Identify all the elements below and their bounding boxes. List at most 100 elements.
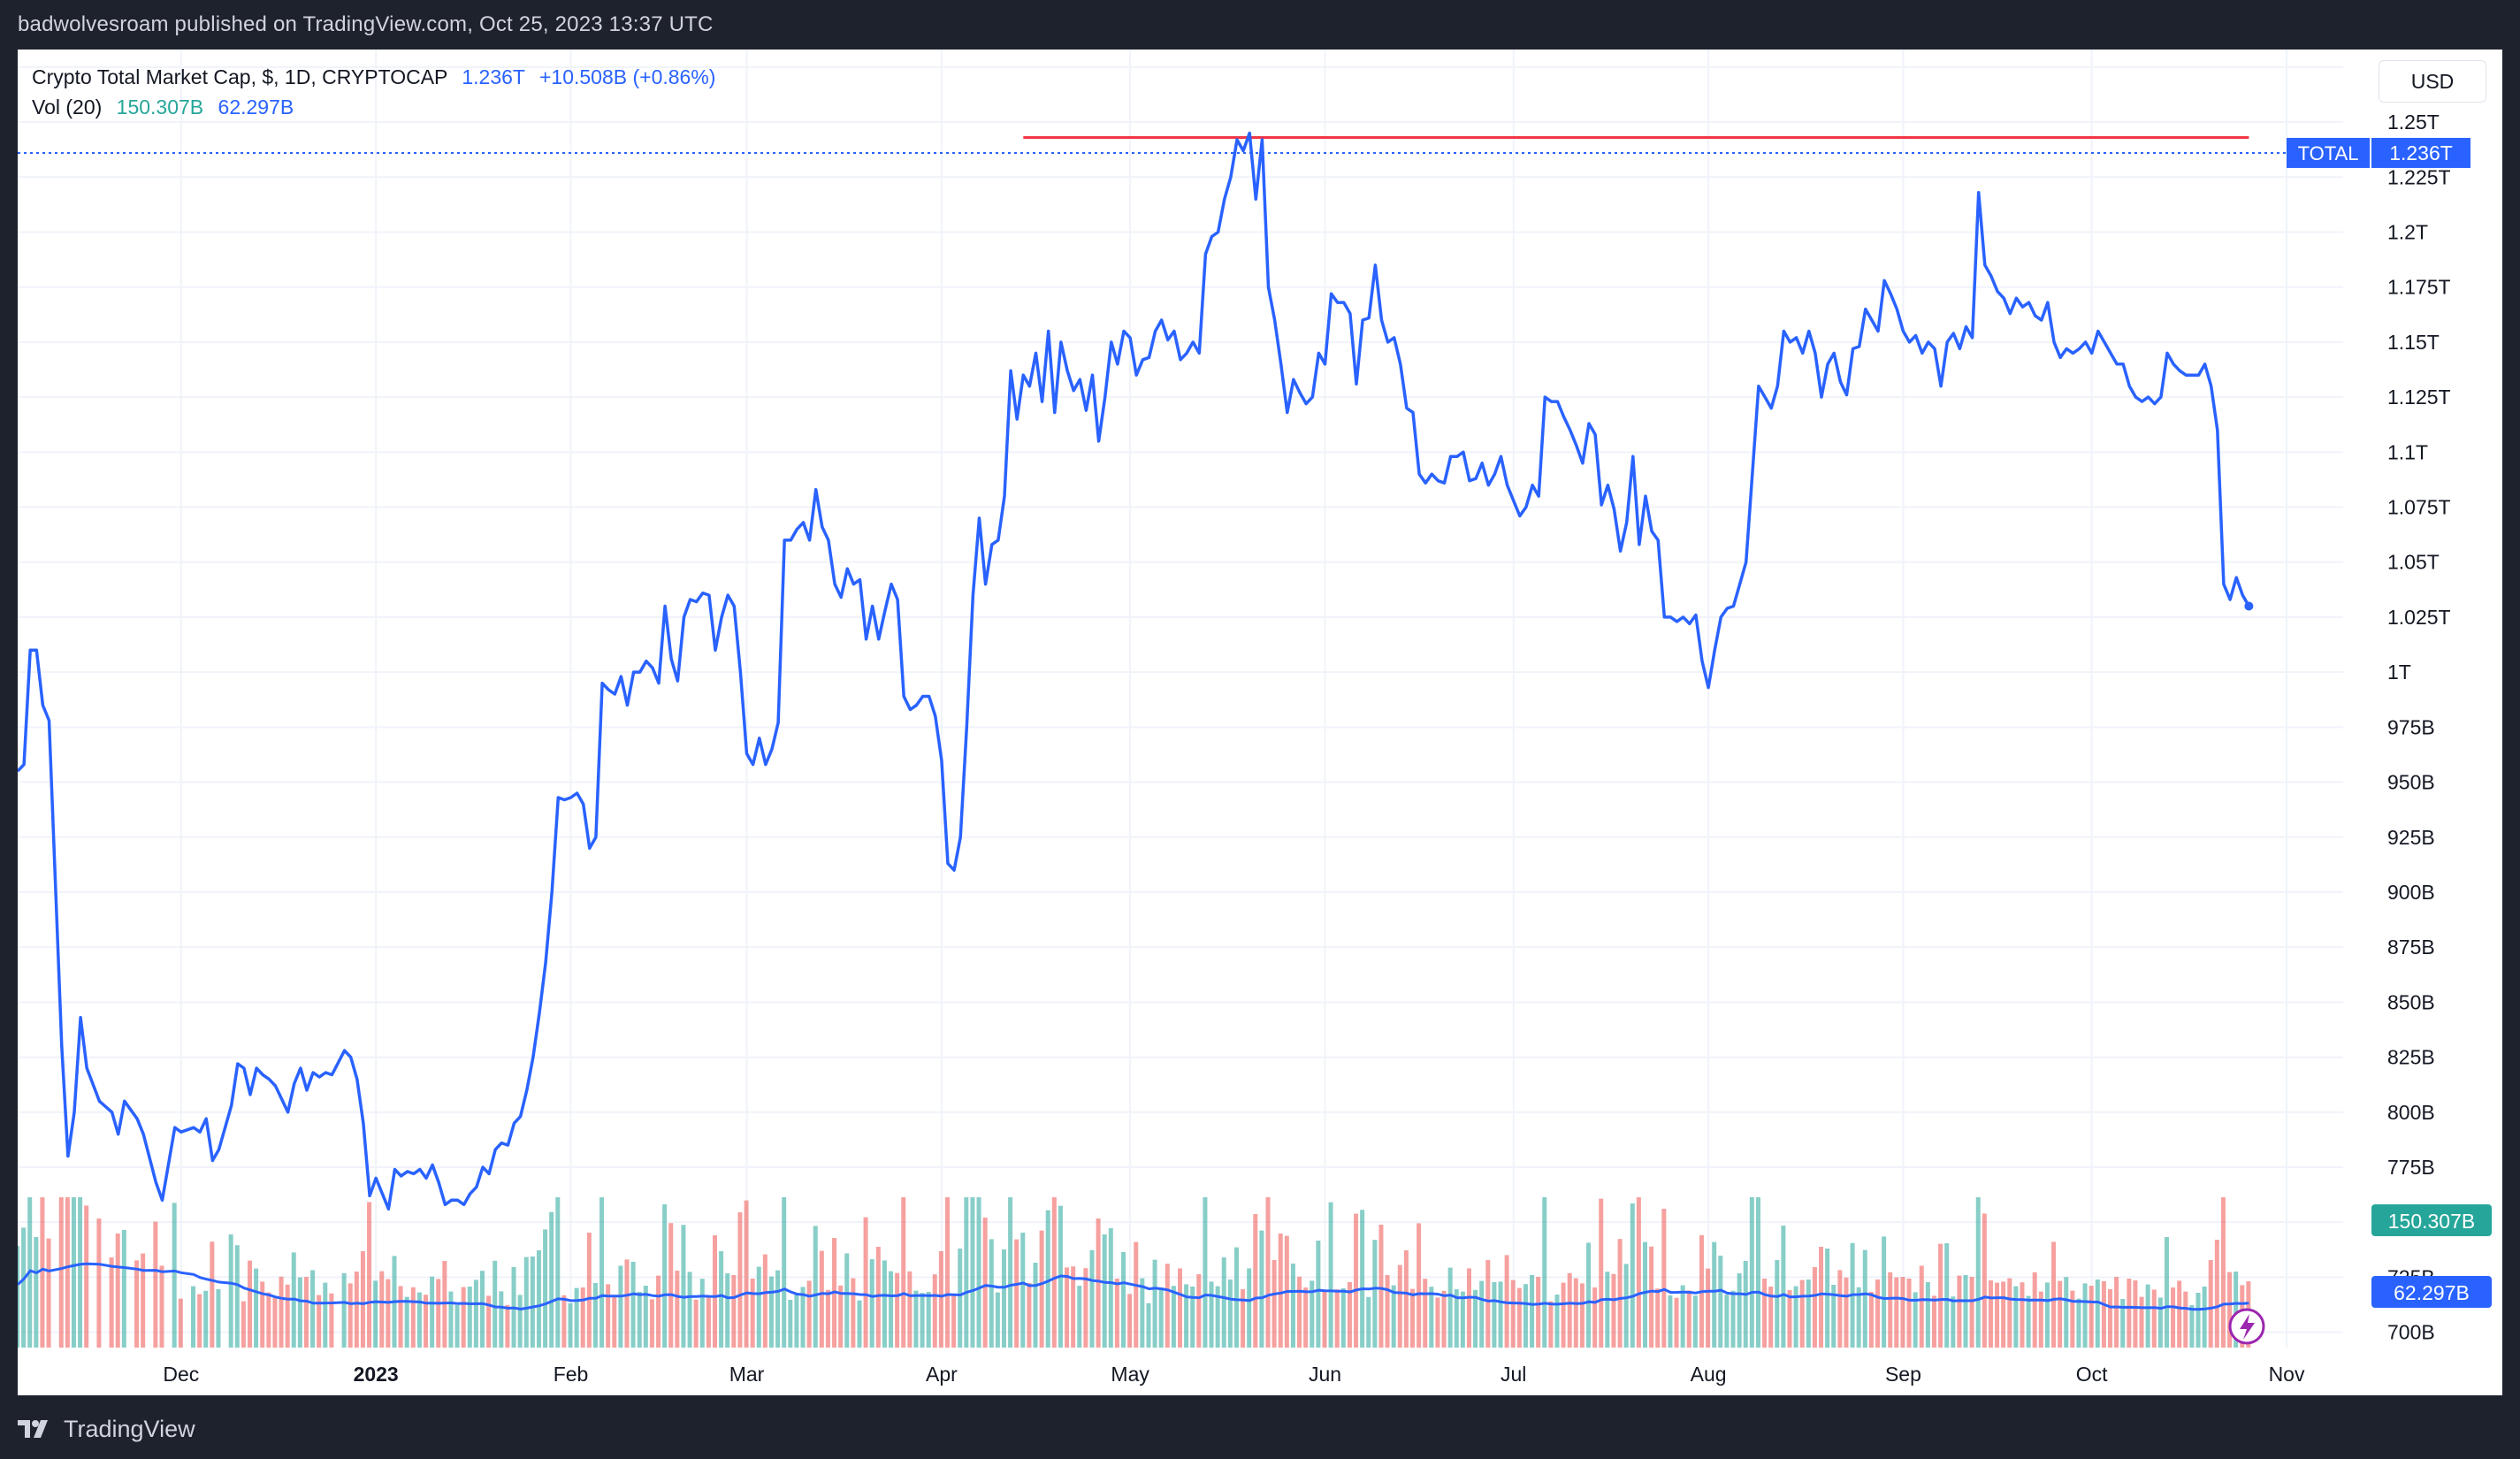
volume-bar xyxy=(1510,1279,1516,1348)
x-tick-label: Aug xyxy=(1691,1363,1727,1386)
volume-bar xyxy=(1799,1279,1805,1348)
lightning-bolt-icon[interactable] xyxy=(2240,1314,2255,1340)
volume-bar xyxy=(699,1279,705,1348)
volume-bar xyxy=(1473,1289,1478,1348)
symbol-legend-row[interactable]: Crypto Total Market Cap, $, 1D, CRYPTOCA… xyxy=(32,62,715,92)
volume-bar xyxy=(1001,1249,1006,1348)
volume-bar xyxy=(1366,1296,1371,1348)
volume-bar xyxy=(78,1197,83,1348)
volume-bar xyxy=(493,1260,498,1348)
volume-bar xyxy=(1586,1242,1592,1348)
volume-bar xyxy=(958,1249,963,1348)
volume-legend-row[interactable]: Vol (20) 150.307B 62.297B xyxy=(32,92,715,122)
x-tick-label: Jun xyxy=(1309,1363,1341,1386)
currency-button[interactable]: USD xyxy=(2379,60,2486,103)
volume-bar xyxy=(1819,1247,1824,1348)
volume-bar xyxy=(2044,1282,2050,1348)
volume-bar xyxy=(1749,1197,1754,1348)
tradingview-logo-icon[interactable] xyxy=(18,1418,53,1440)
volume-bar xyxy=(424,1295,429,1348)
volume-bar xyxy=(1008,1197,1013,1348)
volume-bar xyxy=(1630,1203,1635,1348)
volume-bar xyxy=(768,1276,774,1348)
volume-bar xyxy=(2195,1293,2201,1348)
price-chart[interactable]: 1.275T1.25T1.225T1.2T1.175T1.15T1.125T1.… xyxy=(18,50,2502,1395)
volume-bar xyxy=(1435,1297,1440,1348)
x-tick-label: May xyxy=(1111,1363,1149,1386)
volume-bar xyxy=(1649,1246,1654,1348)
volume-bar xyxy=(555,1197,561,1348)
volume-bar xyxy=(1548,1301,1554,1348)
volume-bar xyxy=(1227,1279,1233,1348)
volume-bar xyxy=(825,1289,830,1348)
volume-bar xyxy=(1951,1296,1956,1348)
volume-bar xyxy=(1127,1294,1133,1348)
volume-bar xyxy=(248,1260,252,1348)
volume-bar xyxy=(1108,1228,1113,1348)
price-series-line[interactable] xyxy=(18,131,2250,1211)
volume-bar xyxy=(838,1285,844,1348)
volume-bar xyxy=(1397,1264,1402,1348)
volume-bar xyxy=(794,1294,799,1348)
volume-bar xyxy=(109,1257,114,1348)
volume-bar xyxy=(323,1282,328,1348)
last-price-point[interactable] xyxy=(2244,601,2254,611)
volume-bar xyxy=(1837,1270,1843,1348)
y-tick-label: 1.175T xyxy=(2387,276,2451,299)
chart-panel[interactable]: Crypto Total Market Cap, $, 1D, CRYPTOCA… xyxy=(18,50,2502,1395)
publication-caption: badwolvesroam published on TradingView.c… xyxy=(18,12,714,36)
volume-bar xyxy=(668,1223,674,1348)
volume-bar xyxy=(1203,1197,1208,1348)
volume-bar xyxy=(505,1304,510,1348)
x-tick-label: Mar xyxy=(729,1363,765,1386)
volume-bar xyxy=(643,1286,648,1348)
volume-bar xyxy=(1862,1249,1867,1348)
volume-bar xyxy=(819,1250,824,1348)
volume-bar xyxy=(1403,1250,1409,1348)
volume-bar xyxy=(1316,1241,1321,1348)
x-tick-label: Feb xyxy=(554,1363,589,1386)
volume-bar xyxy=(1504,1255,1509,1348)
volume-bar xyxy=(354,1272,359,1348)
volume-bar xyxy=(2114,1277,2119,1348)
last-price-badge: 1.236T xyxy=(2389,141,2453,164)
y-tick-label: 900B xyxy=(2387,881,2435,904)
volume-bar xyxy=(2177,1280,2182,1348)
volume-bar xyxy=(637,1292,642,1348)
volume-bar xyxy=(1020,1233,1026,1348)
volume-bar xyxy=(1417,1223,1422,1348)
volume-bar xyxy=(1712,1241,1717,1348)
volume-bar xyxy=(191,1286,196,1348)
volume-bar xyxy=(851,1278,856,1348)
volume-bar xyxy=(1536,1277,1541,1348)
volume-bar xyxy=(1290,1264,1295,1348)
footer-brand[interactable]: TradingView xyxy=(64,1415,195,1442)
volume-bar xyxy=(1089,1249,1095,1348)
volume-bar xyxy=(1241,1289,1246,1348)
volume-bar xyxy=(1561,1282,1566,1348)
volume-bar xyxy=(938,1251,943,1348)
volume-bar xyxy=(1303,1287,1309,1348)
volume-bar xyxy=(951,1295,957,1348)
volume-bar xyxy=(153,1221,158,1348)
volume-bar xyxy=(2189,1305,2195,1348)
volume-bar xyxy=(1844,1277,1849,1348)
volume-bar xyxy=(1856,1287,1861,1348)
volume-bar xyxy=(386,1279,391,1348)
volume-bar xyxy=(1982,1213,1987,1348)
volume-bar xyxy=(800,1287,806,1348)
y-tick-label: 1.2T xyxy=(2387,221,2428,244)
volume-bar xyxy=(260,1281,265,1348)
volume-bar xyxy=(134,1260,140,1348)
y-tick-label: 1.125T xyxy=(2387,386,2451,409)
volume-bar xyxy=(744,1200,749,1348)
volume-bar xyxy=(436,1279,441,1348)
volume-bar xyxy=(1623,1264,1629,1348)
chart-legend: Crypto Total Market Cap, $, 1D, CRYPTOCA… xyxy=(32,62,715,122)
volume-bar xyxy=(1768,1287,1774,1348)
volume-bar xyxy=(1686,1290,1691,1348)
volume-bar xyxy=(1969,1277,1974,1348)
volume-bar xyxy=(580,1287,585,1348)
volume-bar xyxy=(1221,1257,1226,1348)
volume-bar xyxy=(303,1277,309,1348)
